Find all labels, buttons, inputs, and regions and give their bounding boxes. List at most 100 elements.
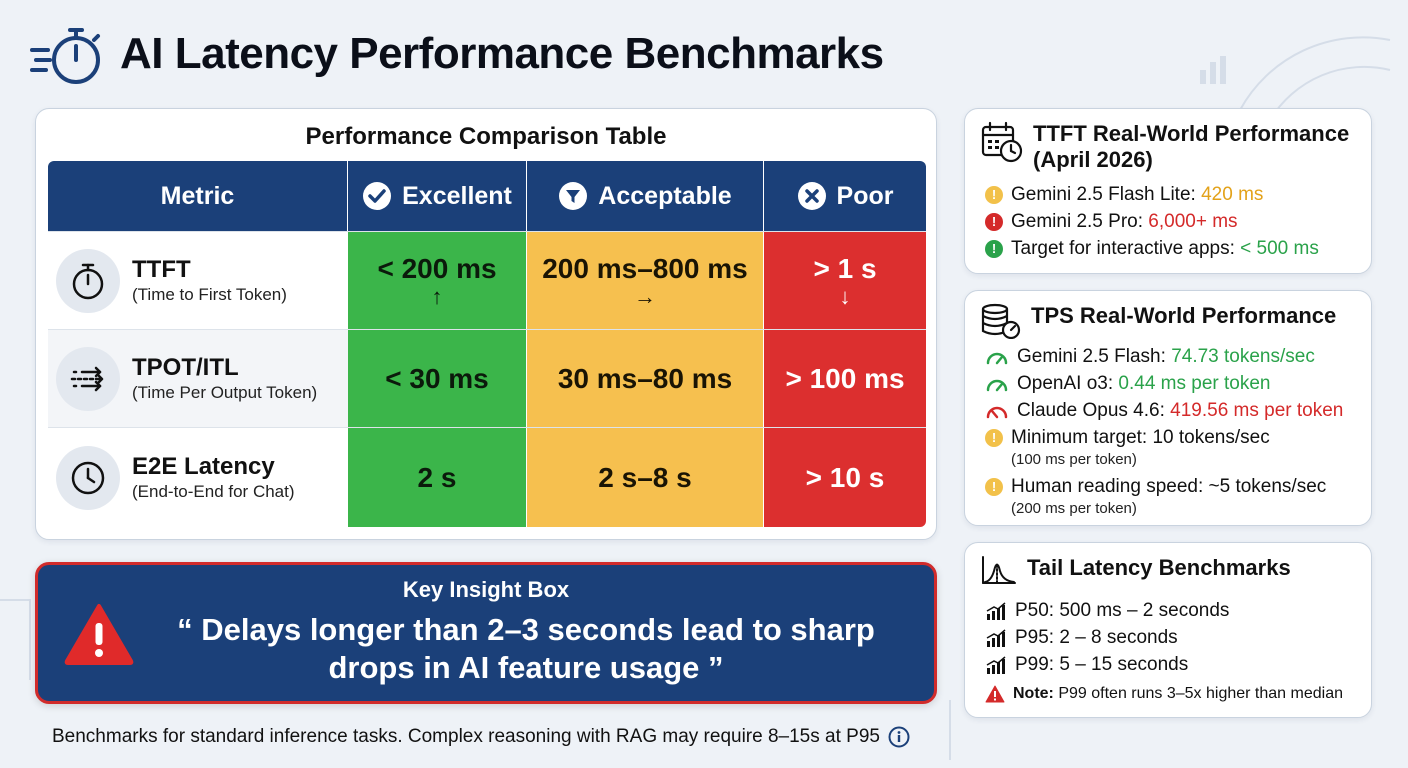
tail-panel-title: Tail Latency Benchmarks [1027,555,1291,580]
poor-value: > 100 ms [785,363,905,394]
poor-value: > 10 s [805,462,885,493]
metric-icon-circle [56,347,120,411]
item-text: Target for interactive apps: < 500 ms [1011,235,1319,262]
stopwatch-icon [30,28,100,84]
note-label: Note: [1013,685,1054,702]
header-metric: Metric [48,161,348,231]
item-label: Gemini 2.5 Flash: [1017,346,1166,367]
item-sub: (100 ms per token) [1011,451,1137,468]
list-item: ! Gemini 2.5 Pro: 6,000+ ms [985,208,1361,235]
tail-list: P50: 500 ms – 2 seconds P95: 2 – 8 secon… [985,597,1361,706]
metric-cell: TTFT (Time to First Token) [48,232,348,330]
arrows-right-icon [70,366,104,392]
metric-name: E2E Latency [132,453,275,480]
list-item: P95: 2 – 8 seconds [985,624,1361,651]
poor-cell: > 10 s [764,428,926,527]
database-gauge-icon [981,303,1021,339]
stopwatch-icon [72,263,104,300]
header-acceptable-label: Acceptable [598,181,732,210]
info-icon[interactable] [888,726,910,748]
arrow-right-icon: → [634,284,656,309]
item-text: OpenAI o3: 0.44 ms per token [1017,370,1271,397]
key-insight-box: Key Insight Box “ Delays longer than 2–3… [35,562,937,704]
item-text: Human reading speed: ~5 tokens/sec (200 m… [1011,473,1326,518]
list-item: ! Target for interactive apps: < 500 ms [985,235,1361,262]
warning-icon [64,604,134,665]
item-value: 420 ms [1201,184,1264,205]
acceptable-cell: 2 s–8 s [527,428,764,527]
list-item: ! Human reading speed: ~5 tokens/sec (200… [985,473,1361,518]
metric-cell: TPOT/ITL (Time Per Output Token) [48,330,348,428]
acceptable-cell: 30 ms–80 ms [527,330,764,428]
gauge-green-icon [986,352,1008,365]
item-label: Target for interactive apps: [1011,238,1235,259]
check-circle-icon [363,182,392,210]
excellent-cell: 2 s [348,428,527,527]
header-excellent-label: Excellent [402,181,512,210]
metric-icon-circle [56,249,120,313]
tail-panel-header: Tail Latency Benchmarks [981,555,1291,585]
table-row: TTFT (Time to First Token) < 200 ms ↑ 20… [48,231,926,330]
item-label: OpenAI o3: [1017,373,1114,394]
item-text: Minimum target: 10 tokens/sec (100 ms per… [1011,424,1270,469]
metric-subtitle: (Time to First Token) [132,285,287,304]
item-value: 0.44 ms per token [1118,373,1271,394]
table-header-row: Metric Excellent Acceptable Poor [48,161,926,231]
page-header: AI Latency Performance Benchmarks [30,18,884,90]
warning-dot-icon: ! [985,429,1003,447]
list-item: P99: 5 – 15 seconds [985,651,1361,678]
comparison-table-card: Performance Comparison Table Metric Exce… [35,108,937,540]
insight-quote: “ Delays longer than 2–3 seconds lead to… [177,612,875,685]
metric-subtitle: (Time Per Output Token) [132,383,318,402]
comparison-table: Metric Excellent Acceptable Poor [48,161,926,527]
excellent-value: < 30 ms [385,363,489,394]
item-label: Gemini 2.5 Pro: [1011,211,1143,232]
warning-icon [985,685,1005,703]
item-value: 6,000+ ms [1148,211,1238,232]
acceptable-value: 30 ms–80 ms [557,363,733,394]
ttft-panel-header: TTFT Real-World Performance (April 2026) [981,121,1353,173]
poor-cell: > 100 ms [764,330,926,428]
list-item: ! Gemini 2.5 Flash Lite: 420 ms [985,181,1361,208]
ttft-list: ! Gemini 2.5 Flash Lite: 420 ms ! Gemini… [985,181,1361,262]
excellent-cell: < 30 ms [348,330,527,428]
note-text: Note: P99 often runs 3–5x higher than me… [1013,682,1343,706]
list-item: OpenAI o3: 0.44 ms per token [985,370,1361,397]
bar-chart-icon [986,656,1006,674]
x-circle-icon [797,182,826,210]
gauge-red-icon [986,406,1008,419]
warning-dot-icon: ! [985,478,1003,496]
ttft-panel-title: TTFT Real-World Performance (April 2026) [1033,121,1350,172]
insight-title: Key Insight Box [402,577,570,602]
tps-panel-title: TPS Real-World Performance [1031,303,1337,328]
distribution-curve-icon [982,556,1016,584]
item-text: P95: 2 – 8 seconds [1015,627,1178,648]
item-text: Gemini 2.5 Flash: 74.73 tokens/sec [1017,343,1315,370]
list-item: Gemini 2.5 Flash: 74.73 tokens/sec [985,343,1361,370]
table-row: E2E Latency (End-to-End for Chat) 2 s 2 … [48,427,926,527]
ok-dot-icon: ! [985,240,1003,258]
item-sub: (200 ms per token) [1011,500,1137,517]
tps-panel-header: TPS Real-World Performance [981,303,1336,339]
arrow-up-icon: ↑ [431,284,443,309]
note-body: P99 often runs 3–5x higher than median [1058,685,1343,702]
note-item: Note: P99 often runs 3–5x higher than me… [985,682,1361,706]
metric-name: TTFT [132,256,191,283]
poor-cell: > 1 s ↓ [764,232,926,330]
bar-chart-icon [986,629,1006,647]
calendar-clock-icon [981,121,1023,163]
footnote: Benchmarks for standard inference tasks.… [52,726,910,748]
excellent-value: 2 s [417,462,457,493]
filter-circle-icon [559,182,588,210]
item-label: Human reading speed: ~5 tokens/sec [1011,476,1327,497]
item-text: Gemini 2.5 Flash Lite: 420 ms [1011,181,1263,208]
bar-chart-icon [986,602,1006,620]
item-value: 74.73 tokens/sec [1171,346,1315,367]
list-item: Claude Opus 4.6: 419.56 ms per token [985,397,1361,424]
excellent-value: < 200 ms [377,253,497,284]
gauge-green-icon [986,379,1008,392]
error-dot-icon: ! [985,213,1003,231]
item-text: P99: 5 – 15 seconds [1015,654,1189,675]
page-title: AI Latency Performance Benchmarks [120,29,884,78]
poor-value: > 1 s [813,253,877,284]
